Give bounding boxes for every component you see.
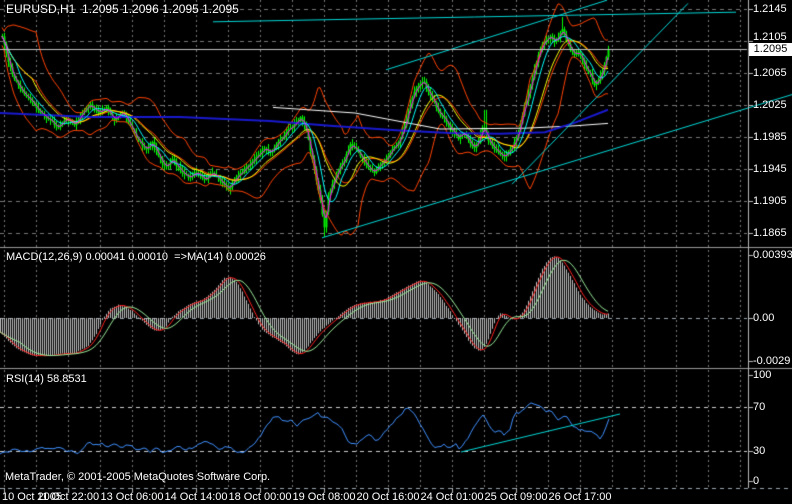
current-price-box: 1.2095	[749, 43, 792, 56]
time-axis-label: 25 Oct 09:00	[484, 491, 548, 503]
rsi-axis-label: 70	[753, 401, 766, 413]
time-axis-label: 19 Oct 08:00	[292, 491, 356, 503]
chart-title: EURUSD,H1 1.2095 1.2096 1.2095 1.2095	[6, 2, 239, 16]
rsi-indicator-label: RSI(14) 58.8531	[6, 373, 87, 385]
time-axis-label: 11 Oct 22:00	[36, 491, 100, 503]
time-axis-label: 14 Oct 14:00	[164, 491, 228, 503]
time-axis-label: 10 Oct 2005	[2, 491, 62, 503]
macd-axis-label: -0.0029	[753, 355, 791, 367]
price-axis-label: 1.1865	[753, 227, 787, 239]
time-axis-label: 18 Oct 00:00	[228, 491, 292, 503]
macd-indicator-label: MACD(12,26,9) 0.00041 0.00010 =>MA(14) 0…	[6, 251, 266, 263]
price-axis-label: 1.2025	[753, 99, 787, 111]
rsi-axis-label: 30	[753, 445, 766, 457]
rsi-axis-label: 0	[753, 475, 760, 487]
macd-axis-label: 0.00	[753, 312, 775, 324]
macd-axis-label: 0.00393	[753, 249, 792, 261]
price-axis-label: 1.1905	[753, 195, 787, 207]
time-axis-label: 26 Oct 17:00	[548, 491, 612, 503]
copyright-text: MetaTrader, © 2001-2005 MetaQuotes Softw…	[5, 471, 271, 483]
price-axis-label: 1.2065	[753, 67, 787, 79]
time-axis-label: 20 Oct 16:00	[356, 491, 420, 503]
rsi-axis-label: 100	[753, 369, 772, 381]
time-axis-label: 24 Oct 01:00	[420, 491, 484, 503]
price-axis-label: 1.1985	[753, 131, 787, 143]
price-axis-label: 1.2105	[753, 31, 787, 43]
price-axis-label: 1.2145	[753, 3, 787, 15]
time-axis-label: 13 Oct 06:00	[100, 491, 164, 503]
price-axis-label: 1.1945	[753, 163, 787, 175]
